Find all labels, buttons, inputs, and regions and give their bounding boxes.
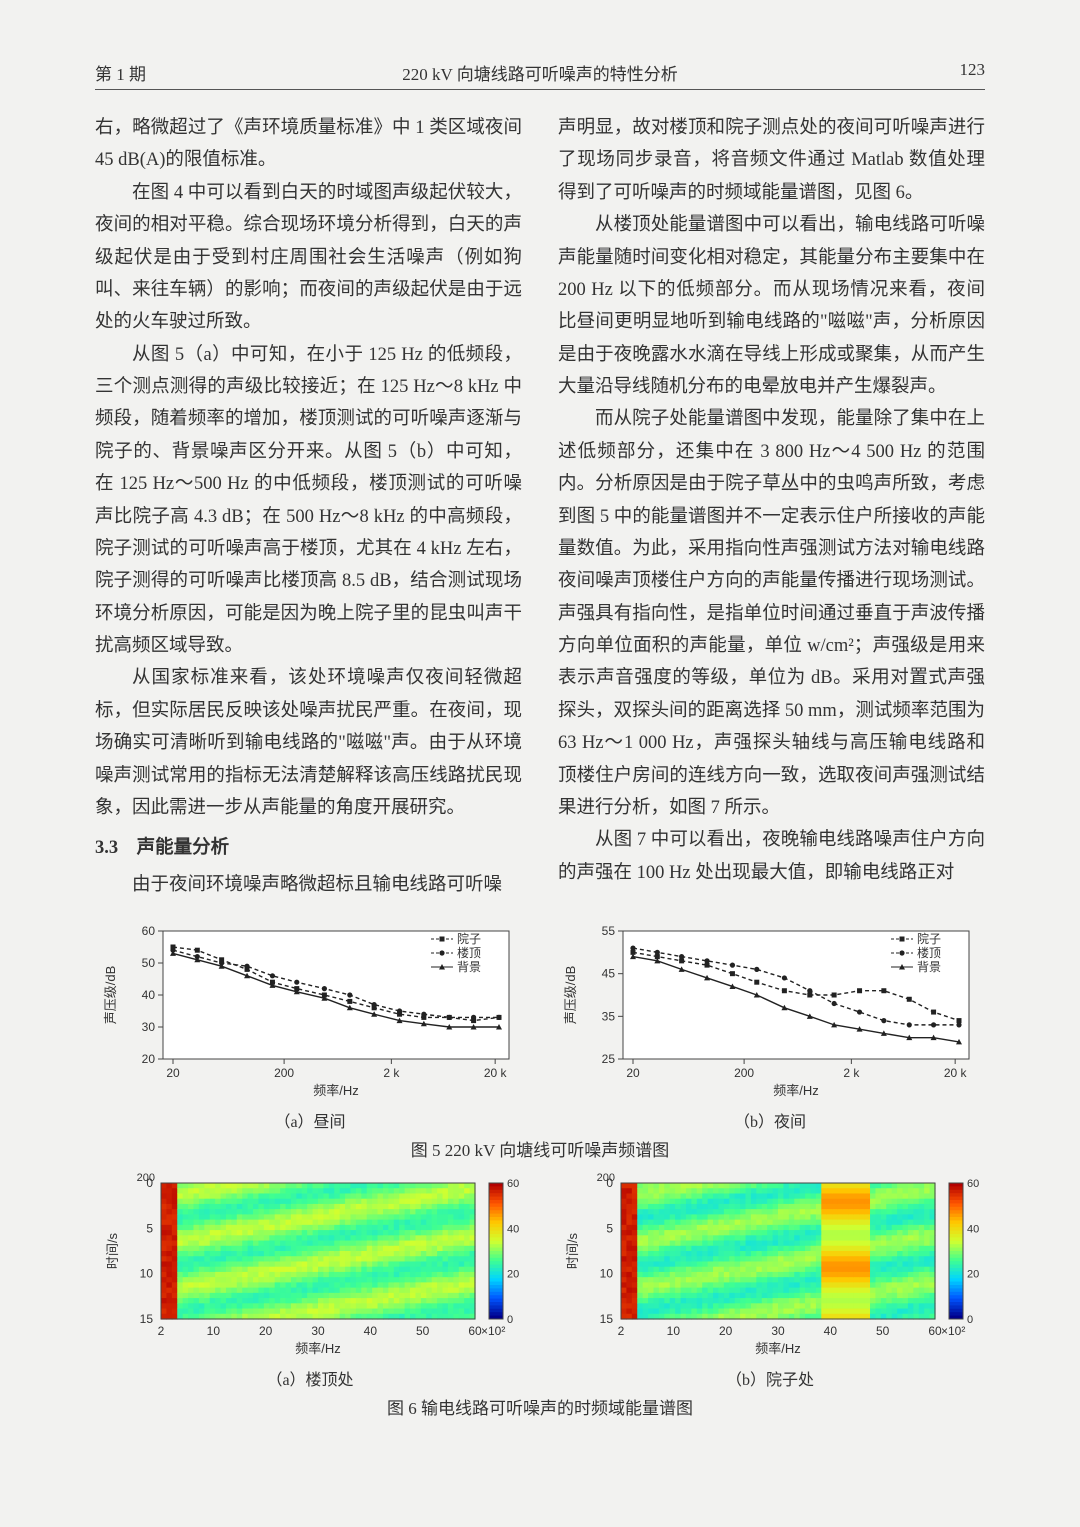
svg-text:30: 30 (311, 1324, 325, 1338)
left-column: 右，略微超过了《声环境质量标准》中 1 类区域夜间 45 dB(A)的限值标准。… (95, 112, 522, 901)
svg-text:2 k: 2 k (383, 1066, 400, 1080)
para: 从图 7 中可以看出，夜晚输电线路噪声住户方向的声强在 100 Hz 处出现最大… (558, 824, 985, 889)
fig6a-caption: （a）楼顶处 (95, 1366, 525, 1390)
svg-text:时间/s: 时间/s (565, 1232, 580, 1269)
header-issue: 第 1 期 (95, 60, 225, 85)
svg-text:20: 20 (967, 1269, 979, 1281)
section-heading: 3.3 声能量分析 (95, 832, 522, 864)
svg-text:40: 40 (142, 988, 156, 1002)
svg-text:15: 15 (600, 1312, 614, 1326)
svg-text:10: 10 (667, 1324, 681, 1338)
header-title: 220 kV 向塘线路可听噪声的特性分析 (225, 60, 855, 85)
fig6-caption: 图 6 输电线路可听噪声的时频域能量谱图 (95, 1394, 985, 1419)
svg-text:60: 60 (142, 924, 156, 938)
svg-text:35: 35 (602, 1009, 616, 1023)
svg-text:×10²: ×10² (941, 1324, 965, 1338)
svg-text:50: 50 (142, 956, 156, 970)
fig6a: 051015200时间/s2102030405060频率/Hz×10²02040… (95, 1169, 525, 1390)
right-column: 声明显，故对楼顶和院子测点处的夜间可听噪声进行了现场同步录音，将音频文件通过 M… (558, 112, 985, 901)
svg-text:60: 60 (507, 1178, 519, 1190)
svg-text:背景: 背景 (917, 960, 941, 974)
svg-text:60: 60 (967, 1178, 979, 1190)
svg-text:45: 45 (602, 967, 616, 981)
svg-text:60: 60 (468, 1324, 482, 1338)
svg-text:10: 10 (600, 1267, 614, 1281)
page: 第 1 期 220 kV 向塘线路可听噪声的特性分析 123 右，略微超过了《声… (95, 60, 985, 1427)
para: 从楼顶处能量谱图中可以看出，输电线路可听噪声能量随时间变化相对稳定，其能量分布主… (558, 209, 985, 403)
svg-text:60: 60 (928, 1324, 942, 1338)
svg-text:频率/Hz: 频率/Hz (773, 1083, 819, 1098)
fig5b-chart: 25 35 45 55 20 200 2 k 20 k 频率/Hz 声压级/dB 院子楼顶背景 (555, 921, 985, 1101)
fig6a-chart: 051015200时间/s2102030405060频率/Hz×10²02040… (95, 1169, 525, 1359)
para: 而从院子处能量谱图中发现，能量除了集中在上述低频部分，还集中在 3 800 Hz… (558, 403, 985, 824)
svg-text:5: 5 (146, 1221, 153, 1235)
svg-text:频率/Hz: 频率/Hz (313, 1083, 359, 1098)
svg-text:25: 25 (602, 1052, 616, 1066)
para: 声明显，故对楼顶和院子测点处的夜间可听噪声进行了现场同步录音，将音频文件通过 M… (558, 112, 985, 209)
svg-text:20: 20 (166, 1066, 180, 1080)
svg-text:200: 200 (597, 1172, 615, 1184)
svg-text:院子: 院子 (917, 932, 941, 946)
fig5a-caption: （a）昼间 (95, 1108, 525, 1132)
svg-text:20: 20 (142, 1052, 156, 1066)
fig6b: 051015200时间/s2102030405060频率/Hz×10²02040… (555, 1169, 985, 1390)
svg-text:20 k: 20 k (484, 1066, 508, 1080)
fig5a: 2030405060202002 k20 k频率/Hz声压级/dB院子楼顶背景 … (95, 921, 525, 1132)
body-columns: 右，略微超过了《声环境质量标准》中 1 类区域夜间 45 dB(A)的限值标准。… (95, 112, 985, 901)
svg-text:15: 15 (140, 1312, 154, 1326)
svg-text:40: 40 (364, 1324, 378, 1338)
figure-5: 2030405060202002 k20 k频率/Hz声压级/dB院子楼顶背景 … (95, 921, 985, 1161)
svg-text:20 k: 20 k (944, 1066, 968, 1080)
para: 从国家标准来看，该处环境噪声仅夜间轻微超标，但实际居民反映该处噪声扰民严重。在夜… (95, 662, 522, 824)
svg-text:楼顶: 楼顶 (457, 945, 481, 960)
fig5b-caption: （b）夜间 (555, 1108, 985, 1132)
svg-text:时间/s: 时间/s (105, 1232, 120, 1269)
svg-text:0: 0 (507, 1314, 513, 1326)
para: 由于夜间环境噪声略微超标且输电线路可听噪 (95, 869, 522, 901)
svg-text:20: 20 (626, 1066, 640, 1080)
svg-text:2: 2 (618, 1324, 625, 1338)
svg-text:院子: 院子 (457, 932, 481, 946)
svg-text:2: 2 (158, 1324, 165, 1338)
svg-text:200: 200 (274, 1066, 294, 1080)
fig6b-chart: 051015200时间/s2102030405060频率/Hz×10²02040… (555, 1169, 985, 1359)
svg-text:频率/Hz: 频率/Hz (295, 1341, 341, 1356)
svg-text:×10²: ×10² (481, 1324, 505, 1338)
page-header: 第 1 期 220 kV 向塘线路可听噪声的特性分析 123 (95, 60, 985, 90)
svg-text:40: 40 (824, 1324, 838, 1338)
svg-text:10: 10 (140, 1267, 154, 1281)
svg-text:20: 20 (719, 1324, 733, 1338)
fig5-caption: 图 5 220 kV 向塘线可听噪声频谱图 (95, 1136, 985, 1161)
svg-text:40: 40 (967, 1223, 979, 1235)
svg-text:50: 50 (416, 1324, 430, 1338)
para: 右，略微超过了《声环境质量标准》中 1 类区域夜间 45 dB(A)的限值标准。 (95, 112, 522, 177)
figure-6: 051015200时间/s2102030405060频率/Hz×10²02040… (95, 1169, 985, 1419)
svg-text:30: 30 (142, 1020, 156, 1034)
svg-text:50: 50 (876, 1324, 890, 1338)
svg-text:200: 200 (734, 1066, 754, 1080)
svg-text:0: 0 (967, 1314, 973, 1326)
svg-text:20: 20 (259, 1324, 273, 1338)
svg-text:10: 10 (207, 1324, 221, 1338)
fig5a-chart: 20 30 40 50 60 20 200 2 k 20 k 频率/Hz 声压级/dB 院子楼顶背景 (95, 921, 525, 1101)
svg-text:20: 20 (507, 1269, 519, 1281)
svg-text:2 k: 2 k (843, 1066, 860, 1080)
svg-text:声压级/dB: 声压级/dB (563, 966, 578, 1025)
svg-text:40: 40 (507, 1223, 519, 1235)
svg-text:楼顶: 楼顶 (917, 945, 941, 960)
header-page: 123 (855, 60, 985, 85)
para: 从图 5（a）中可知，在小于 125 Hz 的低频段，三个测点测得的声级比较接近… (95, 339, 522, 663)
para: 在图 4 中可以看到白天的时域图声级起伏较大，夜间的相对平稳。综合现场环境分析得… (95, 177, 522, 339)
svg-text:声压级/dB: 声压级/dB (103, 966, 118, 1025)
svg-text:背景: 背景 (457, 960, 481, 974)
svg-text:55: 55 (602, 924, 616, 938)
svg-text:频率/Hz: 频率/Hz (755, 1341, 801, 1356)
fig5b: 25 35 45 55 20 200 2 k 20 k 频率/Hz 声压级/dB 院子楼顶背景 （b… (555, 921, 985, 1132)
svg-text:30: 30 (771, 1324, 785, 1338)
fig6b-caption: （b）院子处 (555, 1366, 985, 1390)
svg-text:5: 5 (606, 1221, 613, 1235)
svg-text:200: 200 (137, 1172, 155, 1184)
